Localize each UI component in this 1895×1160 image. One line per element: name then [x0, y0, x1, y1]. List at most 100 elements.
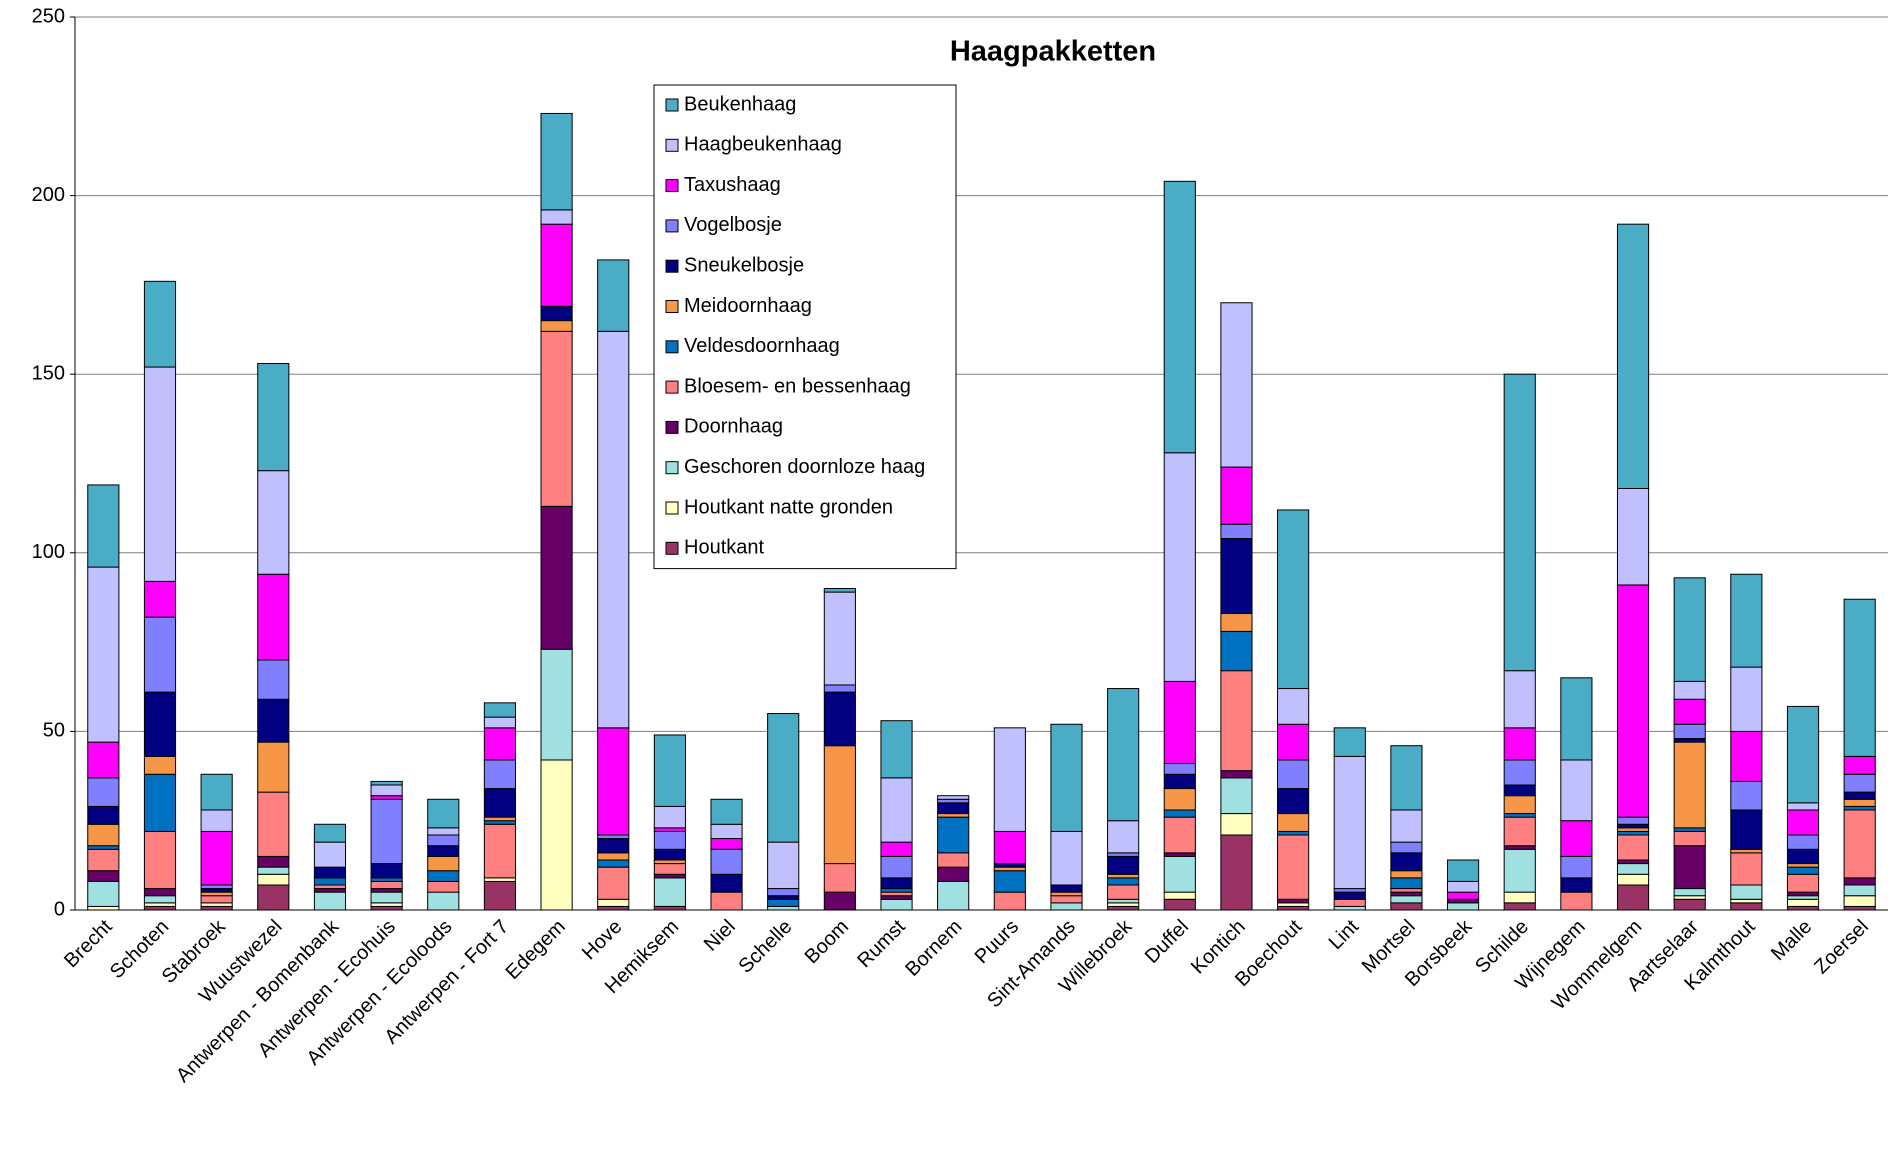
bar-segment [823, 684, 856, 693]
bar-segment [200, 891, 233, 897]
bar-segment [257, 573, 290, 661]
bar-segment [257, 362, 290, 472]
bar-segment [1673, 888, 1706, 897]
legend-swatch [665, 219, 679, 233]
bar-segment [483, 816, 517, 822]
bar-segment [1673, 898, 1706, 911]
legend-label: Veldesdoornhaag [684, 335, 840, 357]
bar-segment [993, 830, 1026, 865]
bar-segment [1220, 777, 1253, 815]
bar-segment [1616, 863, 1650, 875]
bar-segment [597, 859, 630, 868]
bar-segment [597, 727, 630, 836]
x-tick-label: Niel [700, 916, 740, 956]
bar-segment [1050, 884, 1083, 893]
bar-segment [87, 845, 120, 850]
bar-segment [1163, 852, 1196, 857]
bar-segment [1107, 688, 1140, 822]
bar-segment [823, 891, 856, 911]
bar-segment [1163, 788, 1196, 811]
bar-segment [257, 659, 290, 700]
bar-segment [1560, 759, 1593, 822]
bar-segment [1277, 509, 1310, 690]
legend-label: Haagbeukenhaag [684, 134, 842, 156]
bar-segment [1673, 738, 1706, 743]
bar-segment [1390, 870, 1423, 879]
bar-segment [1107, 877, 1140, 886]
legend-swatch [665, 98, 679, 112]
bar-segment [427, 834, 460, 847]
bar-segment [1616, 827, 1650, 832]
y-tick-label: 200 [32, 184, 65, 206]
bar-segment [257, 873, 290, 886]
legend-swatch [665, 340, 679, 354]
bar-segment [483, 702, 517, 718]
y-tick-label: 150 [32, 362, 65, 384]
bar-segment [370, 784, 403, 797]
bar-segment [1163, 898, 1196, 911]
x-tick-label: Boom [801, 916, 854, 969]
bar-segment [313, 891, 347, 911]
bar-segment [1786, 866, 1820, 875]
bar-segment [143, 830, 177, 890]
bar-segment [1107, 820, 1140, 854]
bar-segment [370, 891, 403, 904]
bar-segment [1730, 902, 1763, 911]
bar-segment [1730, 848, 1763, 854]
bar-segment [597, 834, 630, 840]
bar-segment [1503, 759, 1536, 786]
bar-segment [823, 691, 856, 747]
bar-segment [1503, 670, 1536, 729]
bar-segment [1616, 884, 1650, 911]
bar-segment [313, 841, 347, 868]
bar-segment [1786, 895, 1820, 900]
legend-label: Houtkant natte gronden [684, 496, 893, 518]
bar-segment [1390, 895, 1423, 904]
bar-segment [767, 905, 800, 911]
bar-segment [1730, 852, 1763, 886]
bar-segment [87, 848, 120, 872]
bar-segment [1673, 741, 1706, 829]
bar-segment [653, 848, 686, 861]
bar-segment [1446, 859, 1480, 882]
gridlines [75, 16, 1888, 911]
bar-segment [1560, 855, 1593, 879]
bar-segment [200, 888, 233, 893]
bar-segment [1503, 902, 1536, 911]
x-tick-label: Duffel [1141, 916, 1193, 968]
legend-label: Meidoornhaag [684, 295, 812, 317]
bar-segment [1616, 223, 1650, 490]
bar-segment [653, 863, 686, 875]
bar-segment [1163, 816, 1196, 854]
legend-swatch [665, 461, 679, 475]
bar-segment [880, 777, 913, 843]
bar-segment [1277, 723, 1310, 761]
bar-segment [597, 898, 630, 907]
bar-segment [1107, 873, 1140, 879]
bar-segment [1163, 680, 1196, 765]
bar-segment [1730, 573, 1763, 668]
bar-segment [993, 727, 1026, 832]
bar-segment [653, 805, 686, 829]
bar-segment [143, 616, 177, 693]
bar-segment [1843, 809, 1876, 879]
bar-segment [1107, 902, 1140, 907]
bar-segment [427, 870, 460, 882]
bar-segment [370, 780, 403, 786]
bar-segment [823, 588, 856, 593]
bar-segment [483, 788, 517, 818]
bar-segment [710, 891, 743, 911]
bar-segment [1786, 705, 1820, 804]
bar-segment [1446, 898, 1480, 904]
bar-segment [540, 320, 573, 332]
bar-segment [257, 698, 290, 743]
bar-segment [370, 795, 403, 800]
bar-segment [597, 259, 630, 332]
bar-segment [880, 888, 913, 893]
bar-segment [1333, 888, 1366, 893]
bar-segment [767, 898, 800, 907]
bar-segment [1843, 895, 1876, 907]
bar-segment [1390, 809, 1423, 843]
bar-segment [483, 716, 517, 729]
